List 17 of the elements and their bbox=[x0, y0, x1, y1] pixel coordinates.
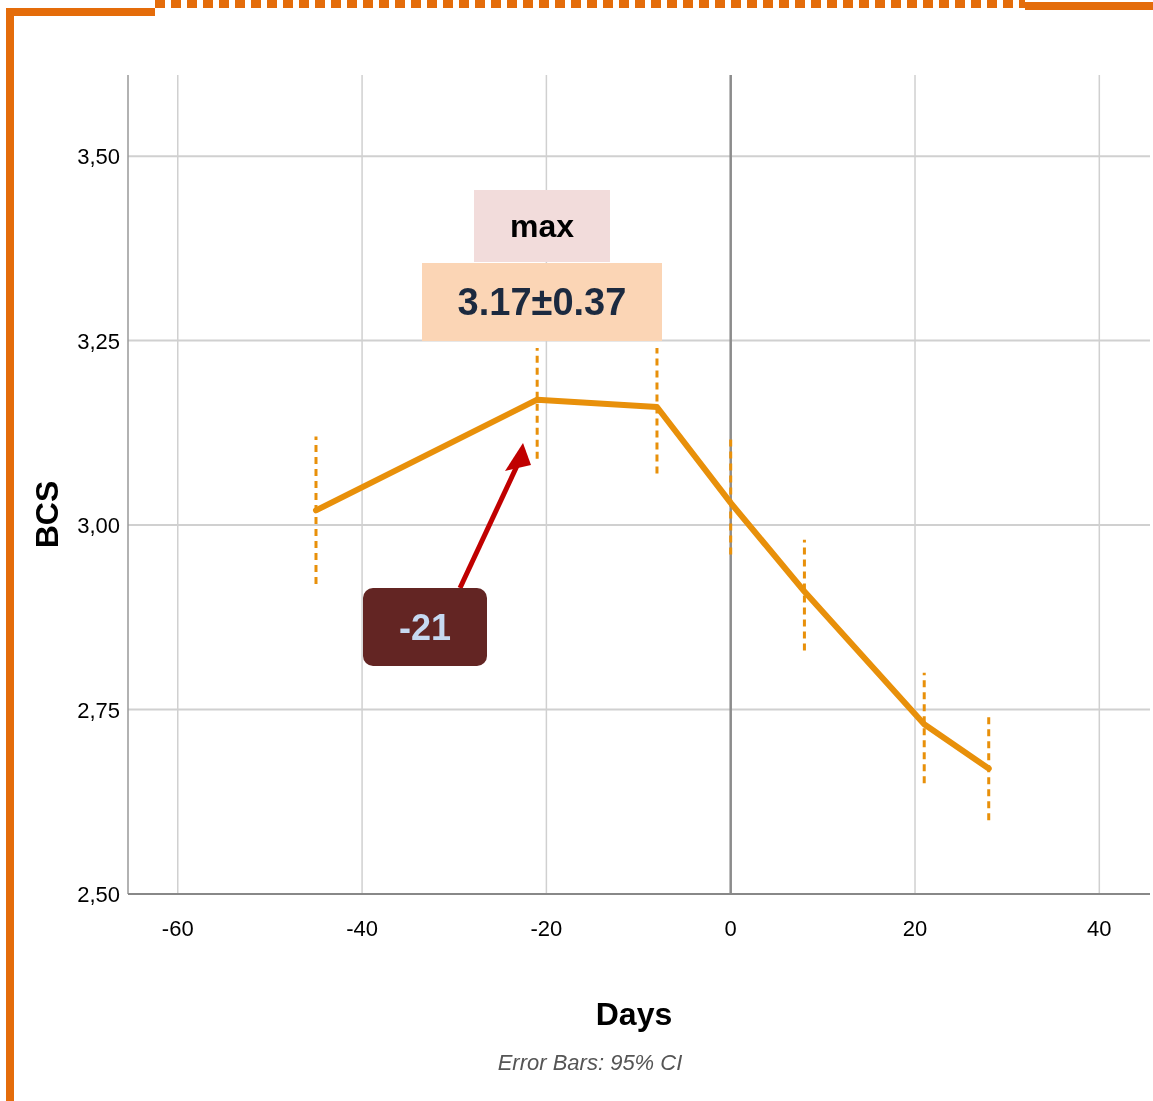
y-axis-title: BCS bbox=[29, 480, 65, 549]
x-tick-label: -20 bbox=[530, 916, 563, 941]
y-tick-label: 2,75 bbox=[77, 697, 120, 723]
y-tick-label: 3,25 bbox=[77, 328, 120, 354]
x-tick-label: -40 bbox=[346, 916, 378, 941]
x-tick-label: 40 bbox=[1087, 916, 1112, 941]
x-tick-label: -60 bbox=[161, 916, 194, 941]
annotation: -21 bbox=[398, 606, 452, 648]
text: Error Bars: 95% CI bbox=[497, 1050, 683, 1075]
x-tick-label: 0 bbox=[724, 916, 737, 941]
y-tick-label: 2,50 bbox=[77, 882, 120, 907]
annotation: 3.17±0.37 bbox=[457, 281, 627, 324]
x-tick-label: 20 bbox=[902, 916, 928, 941]
annotation: max bbox=[509, 208, 575, 245]
y-tick-label: 3,50 bbox=[77, 144, 120, 170]
x-axis-title: Days bbox=[595, 996, 673, 1032]
y-tick-label: 3,00 bbox=[77, 513, 120, 539]
